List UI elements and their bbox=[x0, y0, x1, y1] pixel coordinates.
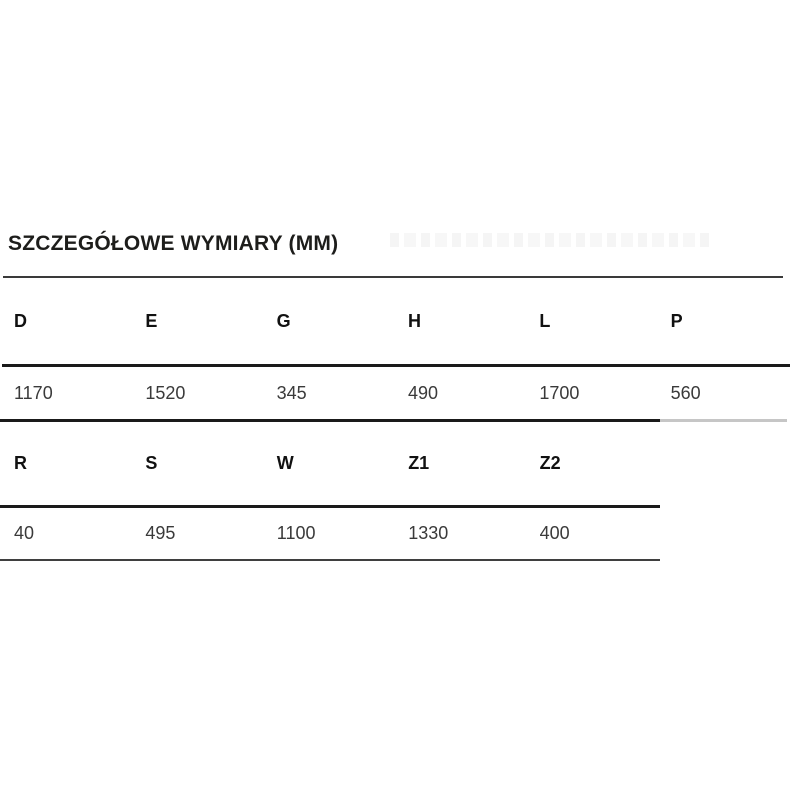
value-s: 495 bbox=[145, 523, 176, 543]
section-1-header-rule bbox=[2, 364, 790, 367]
column-header-h: H bbox=[407, 311, 421, 331]
table-bottom-rule bbox=[0, 559, 660, 561]
column-header-d: D bbox=[14, 311, 27, 331]
value-z1: 1330 bbox=[408, 523, 449, 543]
column-header-s: S bbox=[145, 453, 158, 473]
column-header-z2: Z2 bbox=[539, 453, 561, 473]
value-r: 40 bbox=[14, 523, 35, 543]
value-d: 1170 bbox=[14, 382, 53, 403]
column-header-l: L bbox=[539, 311, 551, 331]
header-row-section-1: D E G H L P bbox=[0, 279, 788, 364]
title-divider-rule bbox=[3, 276, 783, 278]
value-e: 1520 bbox=[145, 382, 186, 403]
value-h: 490 bbox=[407, 382, 439, 403]
column-header-w: W bbox=[276, 453, 294, 473]
section-divider-rule-gray bbox=[660, 419, 787, 422]
column-header-e: E bbox=[145, 311, 158, 331]
column-header-p: P bbox=[670, 311, 683, 331]
section-2-header-rule bbox=[0, 505, 660, 508]
column-header-g: G bbox=[276, 311, 291, 331]
page-title: SZCZEGÓŁOWE WYMIARY (MM) bbox=[8, 232, 339, 255]
column-header-r: R bbox=[14, 453, 27, 473]
value-z2: 400 bbox=[539, 523, 570, 543]
value-l: 1700 bbox=[539, 382, 580, 403]
value-p: 560 bbox=[670, 382, 701, 403]
header-row-section-2: R S W Z1 Z2 bbox=[0, 422, 657, 505]
value-row-section-2: 40 495 1100 1330 400 bbox=[0, 508, 657, 559]
column-header-z1: Z1 bbox=[408, 453, 430, 473]
faded-text-artifact bbox=[390, 233, 710, 247]
value-row-section-1: 1170 1520 345 490 1700 560 bbox=[0, 367, 788, 419]
value-g: 345 bbox=[276, 382, 307, 403]
value-w: 1100 bbox=[276, 523, 316, 543]
section-divider-rule-black bbox=[0, 419, 660, 422]
